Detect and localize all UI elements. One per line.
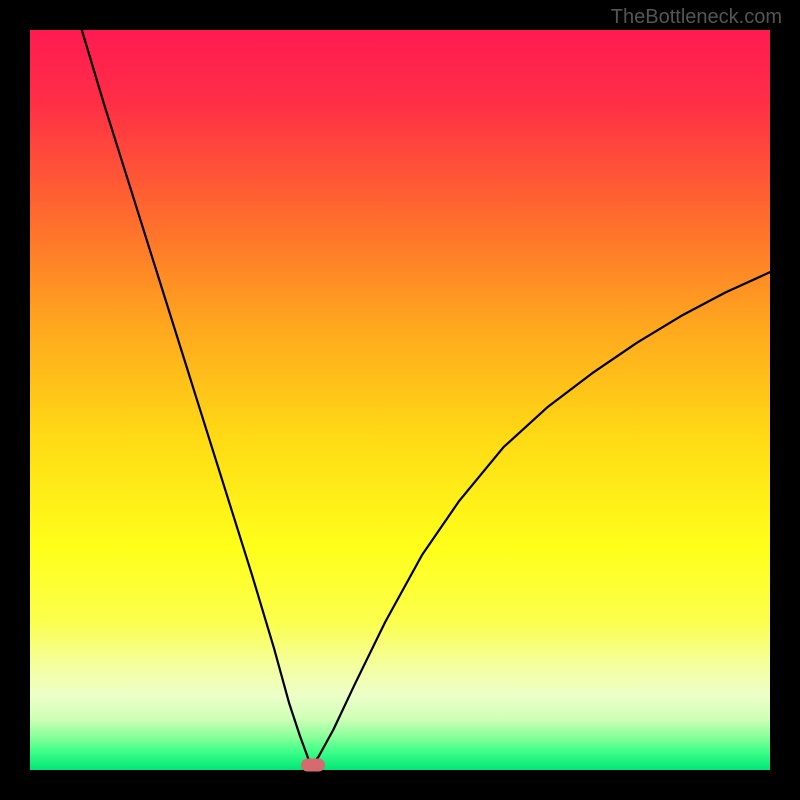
bottleneck-curve	[30, 30, 770, 770]
watermark-text: TheBottleneck.com	[611, 6, 782, 29]
optimum-marker	[301, 759, 325, 772]
plot-area	[30, 30, 770, 770]
